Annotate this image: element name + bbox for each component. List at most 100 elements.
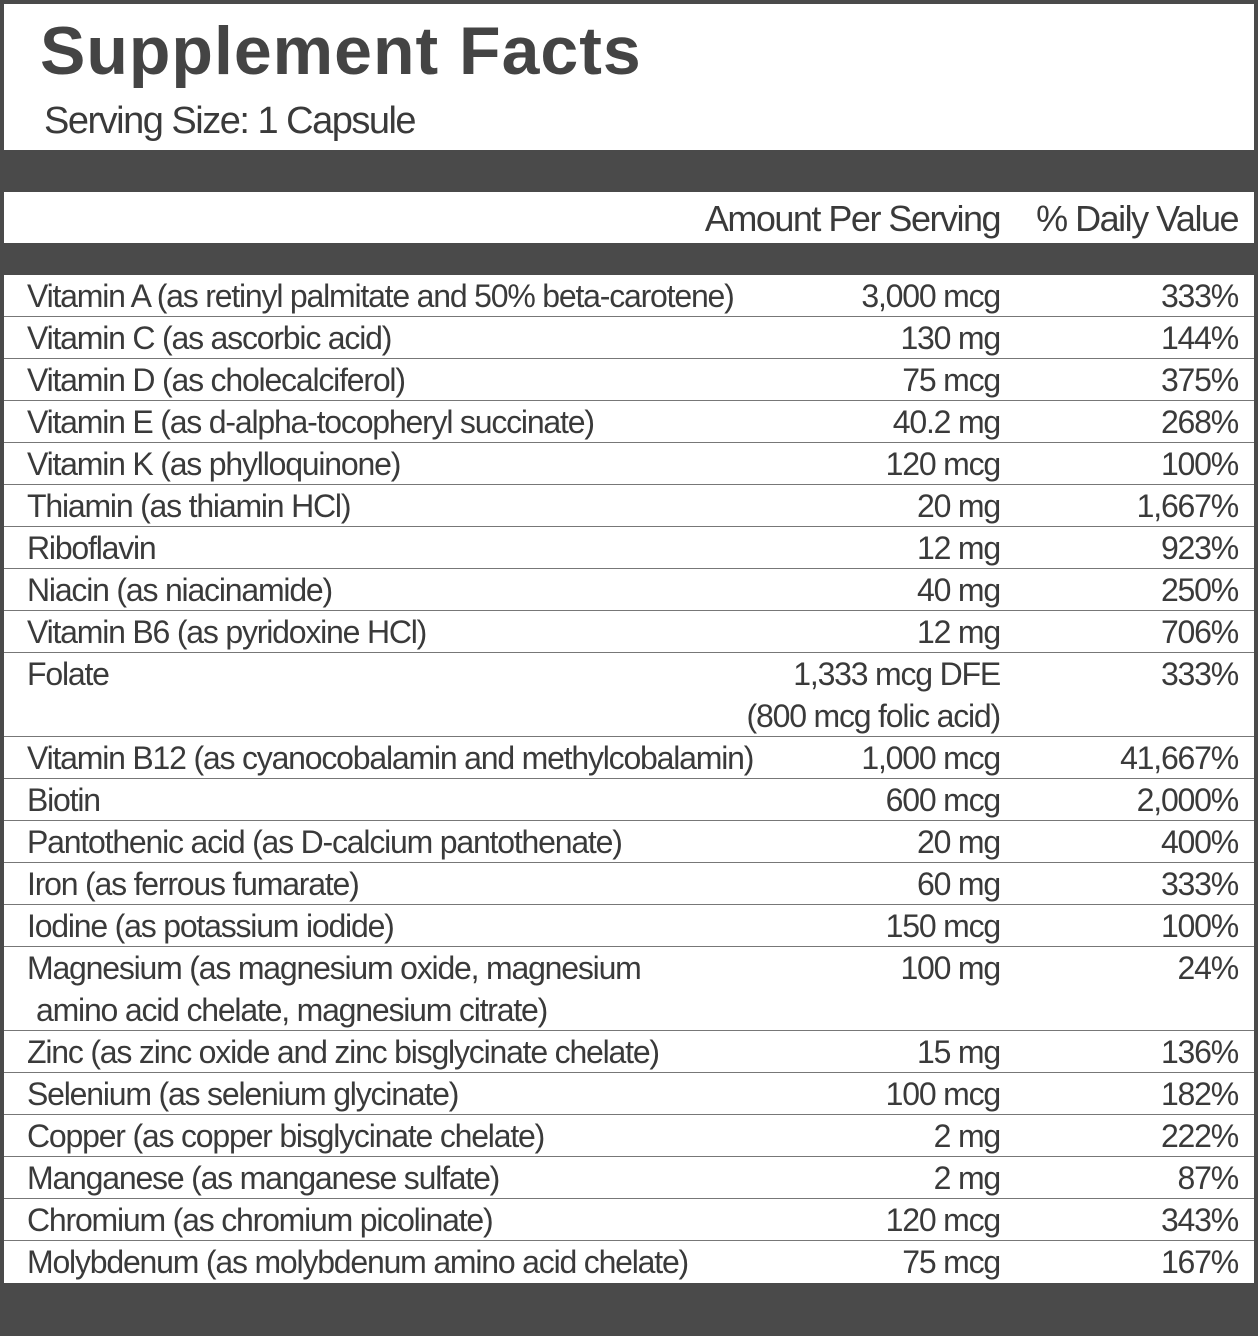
nutrient-name: Copper (as copper bisglycinate chelate): [27, 1115, 545, 1157]
nutrient-row: Vitamin B12 (as cyanocobalamin and methy…: [4, 737, 1254, 779]
amount: 150 mcg: [885, 905, 1002, 947]
amount-line: 75 mcg: [902, 1244, 1001, 1280]
amount-line: 75 mcg: [902, 362, 1001, 398]
amount-line: 100 mcg: [885, 1076, 1002, 1112]
nutrient-name: Manganese (as manganese sulfate): [27, 1157, 500, 1199]
name-line: Vitamin K (as phylloquinone): [27, 446, 401, 482]
amount-line: 2 mg: [933, 1160, 1002, 1196]
name-line: Vitamin C (as ascorbic acid): [27, 320, 392, 356]
amount: 2 mg: [934, 1115, 1002, 1157]
name-line: Vitamin A (as retinyl palmitate and 50% …: [27, 278, 735, 314]
name-line: Vitamin D (as cholecalciferol): [27, 362, 406, 398]
amount-line: 600 mcg: [885, 782, 1002, 818]
daily-value: 1,667%: [1136, 488, 1240, 524]
name-line: Vitamin E (as d-alpha-tocopheryl succina…: [27, 404, 595, 440]
nutrient-name: Vitamin B6 (as pyridoxine HCl): [27, 611, 427, 653]
amount: 100 mg: [900, 947, 1001, 989]
nutrient-name: Pantothenic acid (as D-calcium pantothen…: [27, 821, 623, 863]
nutrient-name: Biotin: [27, 779, 101, 821]
nutrient-name: Folate: [27, 653, 110, 695]
nutrient-name: Vitamin E (as d-alpha-tocopheryl succina…: [27, 401, 595, 443]
daily-value: 41,667%: [1120, 740, 1239, 776]
name-line: Molybdenum (as molybdenum amino acid che…: [27, 1244, 689, 1280]
name-line: Iron (as ferrous fumarate): [27, 866, 360, 902]
daily-value: 923%: [1160, 530, 1239, 566]
amount: 1,000 mcg: [861, 737, 1001, 779]
amount: 15 mg: [917, 1031, 1001, 1073]
amount: 3,000 mcg: [861, 275, 1001, 317]
daily-value: 268%: [1160, 404, 1239, 440]
nutrient-name: Niacin (as niacinamide): [27, 569, 333, 611]
amount-line: 150 mcg: [885, 908, 1002, 944]
name-line: Biotin: [27, 782, 101, 818]
name-line: Thiamin (as thiamin HCl): [27, 488, 351, 524]
nutrient-name: Zinc (as zinc oxide and zinc bisglycinat…: [27, 1031, 660, 1073]
nutrient-name: Magnesium (as magnesium oxide, magnesium…: [27, 947, 642, 1031]
amount: 1,333 mcg DFE (800 mcg folic acid): [746, 653, 1002, 737]
nutrient-row: Vitamin A (as retinyl palmitate and 50% …: [4, 275, 1254, 317]
daily-value-header: % Daily Value: [1036, 198, 1239, 239]
nutrient-row: Copper (as copper bisglycinate chelate) 2…: [4, 1115, 1254, 1157]
amount: 12 mg: [917, 611, 1001, 653]
nutrient-name: Selenium (as selenium glycinate): [27, 1073, 459, 1115]
daily-value: 100%: [1160, 908, 1239, 944]
nutrient-name: Thiamin (as thiamin HCl): [27, 485, 351, 527]
amount: 20 mg: [917, 821, 1001, 863]
nutrient-name: Iron (as ferrous fumarate): [27, 863, 360, 905]
nutrient-row: Biotin 600 mcg 2,000%: [4, 779, 1254, 821]
nutrient-row: Riboflavin 12 mg 923%: [4, 527, 1254, 569]
name-line: Selenium (as selenium glycinate): [27, 1076, 459, 1112]
nutrient-name: Vitamin D (as cholecalciferol): [27, 359, 406, 401]
amount: 600 mcg: [885, 779, 1002, 821]
daily-value: 2,000%: [1136, 782, 1240, 818]
nutrient-row: Vitamin C (as ascorbic acid) 130 mg 144%: [4, 317, 1254, 359]
daily-value: 100%: [1160, 446, 1239, 482]
amount: 12 mg: [917, 527, 1001, 569]
daily-value: 343%: [1160, 1202, 1239, 1238]
amount-line: 3,000 mcg: [861, 278, 1001, 314]
amount: 100 mcg: [885, 1073, 1002, 1115]
title: Supplement Facts: [40, 13, 642, 89]
amount: 120 mcg: [885, 1199, 1002, 1241]
amount: 20 mg: [917, 485, 1001, 527]
nutrient-row: Selenium (as selenium glycinate) 100 mcg 1…: [4, 1073, 1254, 1115]
amount-line: 120 mcg: [885, 1202, 1002, 1238]
nutrient-row: Vitamin D (as cholecalciferol) 75 mcg 375%: [4, 359, 1254, 401]
nutrient-name: Riboflavin: [27, 527, 157, 569]
nutrient-name: Chromium (as chromium picolinate): [27, 1199, 494, 1241]
daily-value: 333%: [1160, 866, 1239, 902]
nutrient-name: Iodine (as potassium iodide): [27, 905, 395, 947]
amount-line: 20 mg: [917, 824, 1001, 860]
amount-line: 100 mg: [900, 950, 1001, 986]
name-line: Copper (as copper bisglycinate chelate): [27, 1118, 545, 1154]
amount-line: 130 mg: [900, 320, 1001, 356]
amount: 40.2 mg: [893, 401, 1001, 443]
column-header: Amount Per Serving % Daily Value: [4, 192, 1254, 243]
nutrient-name: Vitamin B12 (as cyanocobalamin and methy…: [27, 737, 754, 779]
nutrient-row: Niacin (as niacinamide) 40 mg 250%: [4, 569, 1254, 611]
name-line: Riboflavin: [27, 530, 157, 566]
daily-value: 375%: [1160, 362, 1239, 398]
nutrient-row: Vitamin E (as d-alpha-tocopheryl succina…: [4, 401, 1254, 443]
daily-value: 333%: [1160, 656, 1239, 692]
name-line: Magnesium (as magnesium oxide, magnesium: [27, 950, 642, 986]
nutrient-row: Thiamin (as thiamin HCl) 20 mg 1,667%: [4, 485, 1254, 527]
header: Supplement Facts Serving Size: 1 Capsule: [4, 4, 1254, 150]
name-line: Niacin (as niacinamide): [27, 572, 333, 608]
nutrient-row: Iodine (as potassium iodide) 150 mcg 100%: [4, 905, 1254, 947]
amount-line: 1,000 mcg: [861, 740, 1001, 776]
nutrient-row: Pantothenic acid (as D-calcium pantothen…: [4, 821, 1254, 863]
amount-line: 20 mg: [917, 488, 1001, 524]
amount: 75 mcg: [902, 1241, 1001, 1283]
nutrient-table: Vitamin A (as retinyl palmitate and 50% …: [4, 275, 1254, 1283]
amount-line: (800 mcg folic acid): [746, 698, 1002, 734]
daily-value: 24%: [1177, 950, 1240, 986]
amount: 40 mg: [917, 569, 1001, 611]
name-line: Manganese (as manganese sulfate): [27, 1160, 500, 1196]
name-line: Vitamin B12 (as cyanocobalamin and methy…: [27, 740, 754, 776]
nutrient-row: Vitamin K (as phylloquinone) 120 mcg 100%: [4, 443, 1254, 485]
name-line: amino acid chelate, magnesium citrate): [36, 992, 548, 1028]
serving-size: Serving Size: 1 Capsule: [44, 100, 417, 142]
daily-value: 144%: [1160, 320, 1239, 356]
name-line: Pantothenic acid (as D-calcium pantothen…: [27, 824, 623, 860]
